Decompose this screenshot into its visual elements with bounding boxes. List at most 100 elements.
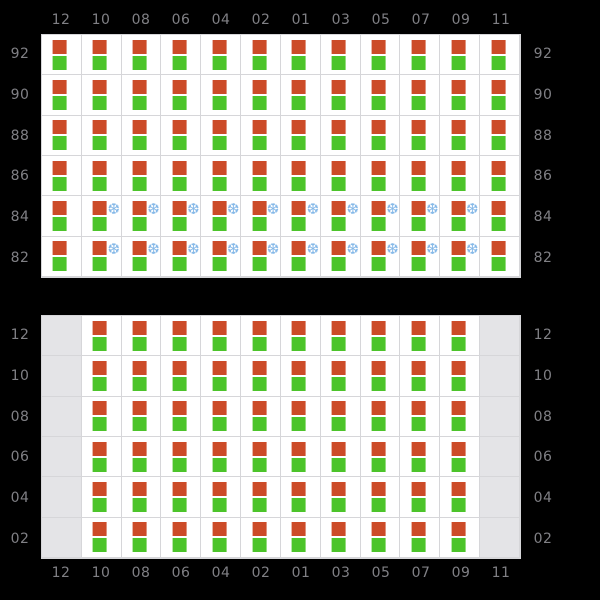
- grid-cell-10-08[interactable]: [121, 356, 162, 397]
- grid-cell-06-09[interactable]: [440, 436, 481, 478]
- grid-cell-08-10[interactable]: [81, 396, 122, 437]
- grid-cell-84-02[interactable]: ❆: [241, 196, 281, 237]
- grid-cell-82-12[interactable]: [42, 236, 82, 277]
- grid-cell-82-08[interactable]: ❆: [121, 236, 162, 277]
- grid-cell-92-10[interactable]: [81, 35, 122, 76]
- grid-cell-12-02[interactable]: [241, 316, 281, 357]
- grid-cell-82-05[interactable]: ❆: [360, 236, 401, 277]
- grid-cell-02-03[interactable]: [320, 517, 361, 558]
- grid-cell-92-07[interactable]: [400, 35, 441, 76]
- grid-cell-06-07[interactable]: [400, 436, 441, 478]
- grid-cell-84-03[interactable]: ❆: [320, 196, 361, 237]
- grid-cell-92-12[interactable]: [42, 35, 82, 76]
- grid-cell-02-04[interactable]: [201, 517, 242, 558]
- grid-cell-82-10[interactable]: ❆: [81, 236, 122, 277]
- grid-cell-90-05[interactable]: [360, 75, 401, 116]
- grid-cell-04-01[interactable]: [280, 477, 321, 518]
- grid-cell-02-06[interactable]: [161, 517, 202, 558]
- grid-cell-06-05[interactable]: [360, 436, 401, 478]
- grid-cell-04-10[interactable]: [81, 477, 122, 518]
- grid-cell-82-03[interactable]: ❆: [320, 236, 361, 277]
- grid-cell-88-02[interactable]: [241, 115, 281, 156]
- grid-cell-92-04[interactable]: [201, 35, 242, 76]
- grid-cell-04-08[interactable]: [121, 477, 162, 518]
- grid-cell-08-05[interactable]: [360, 396, 401, 437]
- grid-cell-92-02[interactable]: [241, 35, 281, 76]
- grid-cell-10-05[interactable]: [360, 356, 401, 397]
- grid-cell-82-04[interactable]: ❆: [201, 236, 242, 277]
- grid-cell-84-06[interactable]: ❆: [161, 196, 202, 237]
- grid-cell-88-08[interactable]: [121, 115, 162, 156]
- grid-cell-92-05[interactable]: [360, 35, 401, 76]
- grid-cell-86-09[interactable]: [440, 155, 481, 197]
- grid-cell-06-01[interactable]: [280, 436, 321, 478]
- grid-cell-06-08[interactable]: [121, 436, 162, 478]
- grid-cell-90-03[interactable]: [320, 75, 361, 116]
- grid-cell-86-10[interactable]: [81, 155, 122, 197]
- grid-cell-10-10[interactable]: [81, 356, 122, 397]
- grid-cell-86-01[interactable]: [280, 155, 321, 197]
- grid-cell-02-01[interactable]: [280, 517, 321, 558]
- grid-cell-08-03[interactable]: [320, 396, 361, 437]
- grid-cell-92-09[interactable]: [440, 35, 481, 76]
- grid-cell-04-09[interactable]: [440, 477, 481, 518]
- grid-cell-86-12[interactable]: [42, 155, 82, 197]
- bottom-grid[interactable]: [41, 315, 521, 559]
- grid-cell-82-07[interactable]: ❆: [400, 236, 441, 277]
- grid-cell-02-09[interactable]: [440, 517, 481, 558]
- grid-cell-04-02[interactable]: [241, 477, 281, 518]
- grid-cell-08-06[interactable]: [161, 396, 202, 437]
- grid-cell-84-01[interactable]: ❆: [280, 196, 321, 237]
- grid-cell-84-08[interactable]: ❆: [121, 196, 162, 237]
- grid-cell-10-03[interactable]: [320, 356, 361, 397]
- grid-cell-08-08[interactable]: [121, 396, 162, 437]
- grid-cell-06-04[interactable]: [201, 436, 242, 478]
- grid-cell-86-08[interactable]: [121, 155, 162, 197]
- grid-cell-90-01[interactable]: [280, 75, 321, 116]
- grid-cell-08-04[interactable]: [201, 396, 242, 437]
- grid-cell-88-09[interactable]: [440, 115, 481, 156]
- grid-cell-10-09[interactable]: [440, 356, 481, 397]
- grid-cell-90-11[interactable]: [480, 75, 520, 116]
- grid-cell-08-09[interactable]: [440, 396, 481, 437]
- grid-cell-90-12[interactable]: [42, 75, 82, 116]
- grid-cell-88-07[interactable]: [400, 115, 441, 156]
- grid-cell-08-01[interactable]: [280, 396, 321, 437]
- grid-cell-12-08[interactable]: [121, 316, 162, 357]
- grid-cell-90-10[interactable]: [81, 75, 122, 116]
- grid-cell-88-06[interactable]: [161, 115, 202, 156]
- grid-cell-84-05[interactable]: ❆: [360, 196, 401, 237]
- grid-cell-04-03[interactable]: [320, 477, 361, 518]
- grid-cell-06-03[interactable]: [320, 436, 361, 478]
- grid-cell-06-10[interactable]: [81, 436, 122, 478]
- grid-cell-06-06[interactable]: [161, 436, 202, 478]
- grid-cell-10-01[interactable]: [280, 356, 321, 397]
- grid-cell-12-06[interactable]: [161, 316, 202, 357]
- grid-cell-04-07[interactable]: [400, 477, 441, 518]
- grid-cell-90-09[interactable]: [440, 75, 481, 116]
- grid-cell-02-02[interactable]: [241, 517, 281, 558]
- grid-cell-10-07[interactable]: [400, 356, 441, 397]
- grid-cell-82-01[interactable]: ❆: [280, 236, 321, 277]
- grid-cell-06-02[interactable]: [241, 436, 281, 478]
- grid-cell-82-11[interactable]: [480, 236, 520, 277]
- grid-cell-88-11[interactable]: [480, 115, 520, 156]
- grid-cell-12-10[interactable]: [81, 316, 122, 357]
- grid-cell-92-01[interactable]: [280, 35, 321, 76]
- grid-cell-12-07[interactable]: [400, 316, 441, 357]
- grid-cell-08-07[interactable]: [400, 396, 441, 437]
- grid-cell-82-06[interactable]: ❆: [161, 236, 202, 277]
- grid-cell-82-09[interactable]: ❆: [440, 236, 481, 277]
- grid-cell-02-07[interactable]: [400, 517, 441, 558]
- grid-cell-88-10[interactable]: [81, 115, 122, 156]
- grid-cell-84-04[interactable]: ❆: [201, 196, 242, 237]
- grid-cell-02-08[interactable]: [121, 517, 162, 558]
- grid-cell-86-07[interactable]: [400, 155, 441, 197]
- grid-cell-88-01[interactable]: [280, 115, 321, 156]
- grid-cell-86-05[interactable]: [360, 155, 401, 197]
- grid-cell-86-02[interactable]: [241, 155, 281, 197]
- grid-cell-86-04[interactable]: [201, 155, 242, 197]
- grid-cell-04-06[interactable]: [161, 477, 202, 518]
- grid-cell-84-11[interactable]: [480, 196, 520, 237]
- grid-cell-84-07[interactable]: ❆: [400, 196, 441, 237]
